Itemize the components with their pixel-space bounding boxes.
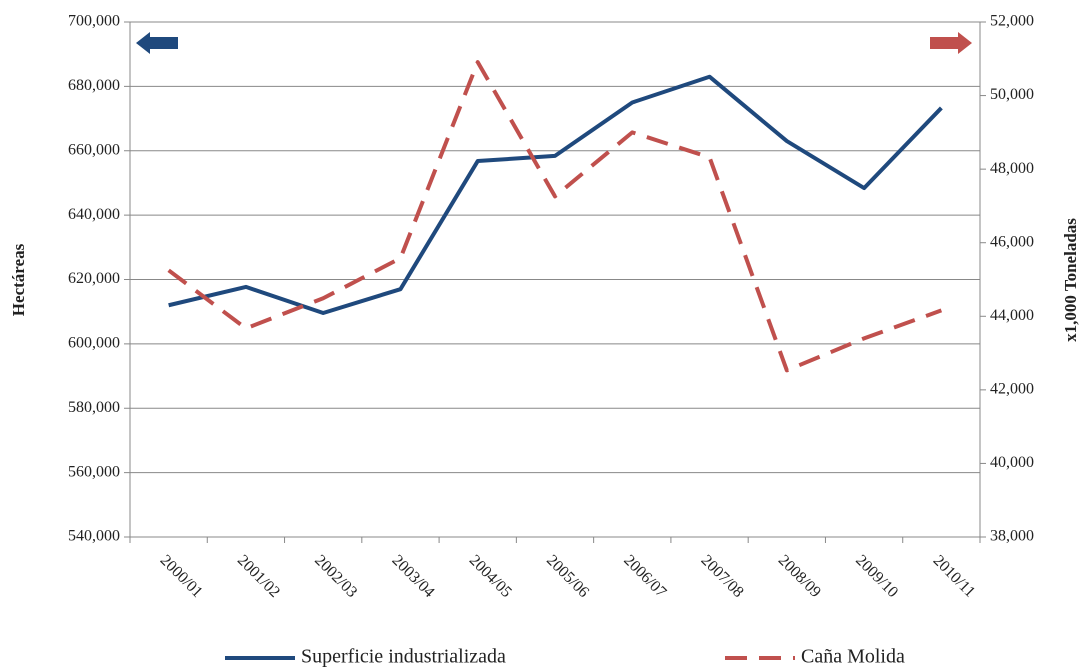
y2-tick-label: 48,000 — [990, 160, 1034, 177]
y2-axis-title: x1,000 Toneladas — [1061, 218, 1080, 342]
y-tick-label: 600,000 — [68, 335, 120, 352]
y2-tick-label: 50,000 — [990, 86, 1034, 103]
x-tick-label: 2005/06 — [543, 552, 592, 601]
legend-label: Caña Molida — [801, 646, 905, 668]
y-tick-label: 700,000 — [68, 13, 120, 30]
x-tick-label: 2006/07 — [620, 552, 669, 601]
y2-tick-label: 46,000 — [990, 233, 1034, 250]
series-line — [167, 60, 943, 373]
x-tick-label: 2001/02 — [234, 552, 283, 601]
legend-label: Superficie industrializada — [301, 646, 506, 668]
x-tick-label: 2002/03 — [311, 552, 360, 601]
right-arrow-icon — [930, 32, 972, 54]
y2-tick-label: 52,000 — [990, 13, 1034, 30]
y-axis-title: Hectáreas — [9, 243, 28, 316]
left-arrow-icon — [136, 32, 178, 54]
y-tick-label: 560,000 — [68, 463, 120, 480]
y-tick-label: 640,000 — [68, 206, 120, 223]
x-tick-label: 2000/01 — [157, 552, 206, 601]
x-tick-label: 2003/04 — [388, 552, 437, 601]
x-tick-label: 2008/09 — [775, 552, 824, 601]
y-tick-label: 660,000 — [68, 141, 120, 158]
series-line — [168, 74, 943, 315]
x-tick-label: 2009/10 — [852, 552, 901, 601]
y2-tick-label: 42,000 — [990, 381, 1034, 398]
x-tick-label: 2007/08 — [698, 552, 747, 601]
y2-tick-label: 40,000 — [990, 454, 1034, 471]
y2-tick-label: 44,000 — [990, 307, 1034, 324]
y-tick-label: 580,000 — [68, 399, 120, 416]
x-tick-label: 2010/11 — [930, 552, 979, 601]
y-tick-label: 540,000 — [68, 528, 120, 545]
y-tick-label: 680,000 — [68, 77, 120, 94]
x-tick-label: 2004/05 — [466, 552, 515, 601]
y-tick-label: 620,000 — [68, 270, 120, 287]
y2-tick-label: 38,000 — [990, 528, 1034, 545]
